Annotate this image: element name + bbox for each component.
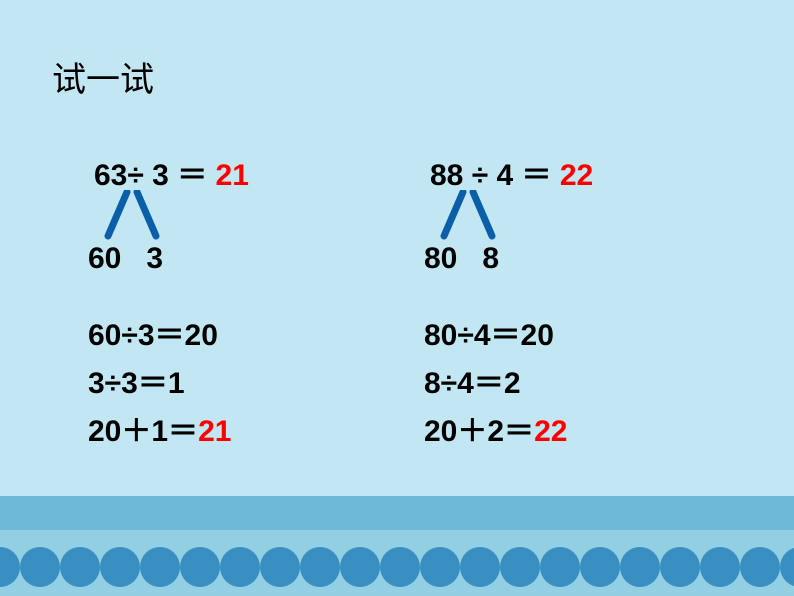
split-parts: 60 3 bbox=[88, 242, 163, 276]
answer-value: 21 bbox=[216, 159, 249, 192]
page-title: 试一试 bbox=[52, 52, 154, 101]
step-line: 60÷3＝20 bbox=[88, 310, 218, 354]
split-lines bbox=[100, 190, 180, 240]
problem-column: 88 ÷ 4 ＝ 2280 880÷4＝208÷4＝220＋2＝22 bbox=[430, 150, 593, 194]
step-line: 20＋1＝21 bbox=[88, 406, 231, 450]
step-line: 20＋2＝22 bbox=[424, 406, 567, 450]
problem-column: 63÷ 3 ＝ 2160 360÷3＝203÷3＝120＋1＝21 bbox=[94, 150, 249, 194]
split-lines bbox=[436, 190, 516, 240]
step-answer: 21 bbox=[198, 415, 231, 448]
scallop-decoration bbox=[0, 547, 794, 587]
step-line: 8÷4＝2 bbox=[424, 358, 521, 402]
background-mid-strip bbox=[0, 496, 794, 530]
split-parts: 80 8 bbox=[424, 242, 499, 276]
equation-main: 88 ÷ 4 ＝ 22 bbox=[430, 150, 593, 194]
equation-main: 63÷ 3 ＝ 21 bbox=[94, 150, 249, 194]
answer-value: 22 bbox=[560, 159, 593, 192]
step-answer: 22 bbox=[534, 415, 567, 448]
step-line: 80÷4＝20 bbox=[424, 310, 554, 354]
step-line: 3÷3＝1 bbox=[88, 358, 185, 402]
